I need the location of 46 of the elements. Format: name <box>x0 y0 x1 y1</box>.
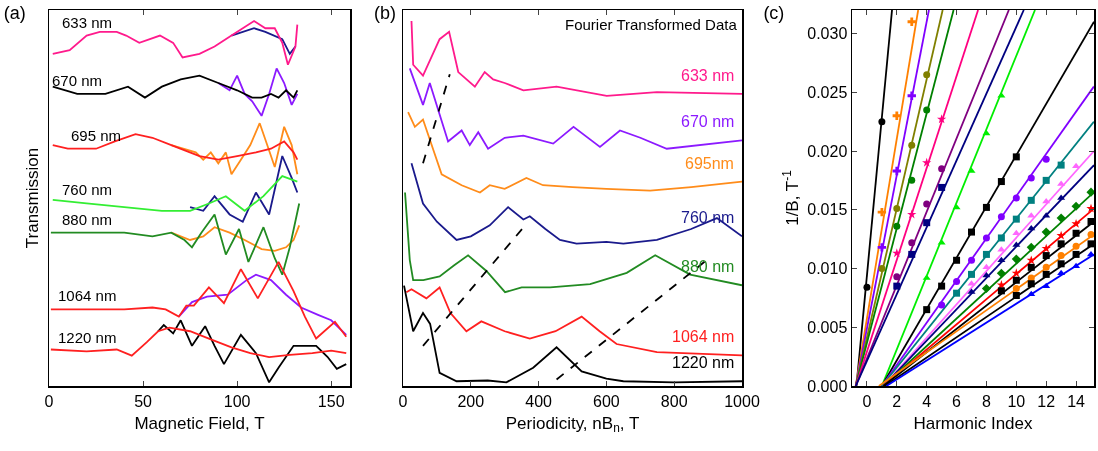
chart-title: (b) <box>373 3 396 24</box>
series-label: 670 nm <box>681 113 735 130</box>
annotation: 1220 nm <box>58 329 117 346</box>
x-tick-label: 8 <box>981 392 991 410</box>
annotation: 633 nm <box>62 14 113 31</box>
annotation: Fourier Transformed Data <box>565 16 738 33</box>
y-tick-label: 0.015 <box>807 201 848 219</box>
y-tick-label: 0.020 <box>807 142 848 160</box>
y-tick-label: 0.000 <box>807 377 848 395</box>
series-label: 695nm <box>685 155 734 172</box>
annotation: 1064 nm <box>58 287 117 304</box>
annotation: 695 nm <box>71 127 122 144</box>
annotation: 670 nm <box>52 72 103 89</box>
y-tick-label: 0.025 <box>807 83 848 101</box>
x-tick-label: 0 <box>44 392 54 410</box>
y-axis-title: Transmission <box>23 147 43 249</box>
x-axis-title: Harmonic Index <box>913 413 1034 433</box>
annotation: 880 nm <box>62 211 113 228</box>
y-tick-label: 0.010 <box>807 260 848 278</box>
x-tick-label: 600 <box>593 392 620 410</box>
series-label: 633 nm <box>681 67 735 84</box>
y-tick-label: 0.005 <box>807 318 848 336</box>
annotation: 760 nm <box>62 181 113 198</box>
series-label: 1220 nm <box>672 354 735 371</box>
x-tick-label: 2 <box>892 392 902 410</box>
x-tick-label: 1000 <box>724 392 760 410</box>
x-axis-title: Periodicity, nB$_{n}$, T <box>505 413 640 436</box>
chart-title: (a) <box>3 3 26 24</box>
x-tick-label: 14 <box>1067 392 1086 410</box>
series-label: 1064 nm <box>672 328 735 345</box>
x-tick-label: 800 <box>660 392 688 410</box>
x-tick-label: 0 <box>862 392 872 410</box>
x-tick-label: 0 <box>398 392 408 410</box>
chart-title: (c) <box>763 3 785 24</box>
x-axis-title: Magnetic Field, T <box>134 413 265 433</box>
x-tick-label: 100 <box>223 392 251 410</box>
x-tick-label: 6 <box>952 392 962 410</box>
x-tick-label: 200 <box>457 392 485 410</box>
x-tick-label: 10 <box>1007 392 1026 410</box>
x-tick-label: 400 <box>525 392 553 410</box>
x-tick-label: 4 <box>922 392 932 410</box>
x-tick-label: 50 <box>134 392 153 410</box>
x-tick-label: 12 <box>1037 392 1056 410</box>
series-label: 880 nm <box>681 258 735 275</box>
y-tick-label: 0.030 <box>807 25 848 43</box>
x-tick-label: 150 <box>317 392 345 410</box>
